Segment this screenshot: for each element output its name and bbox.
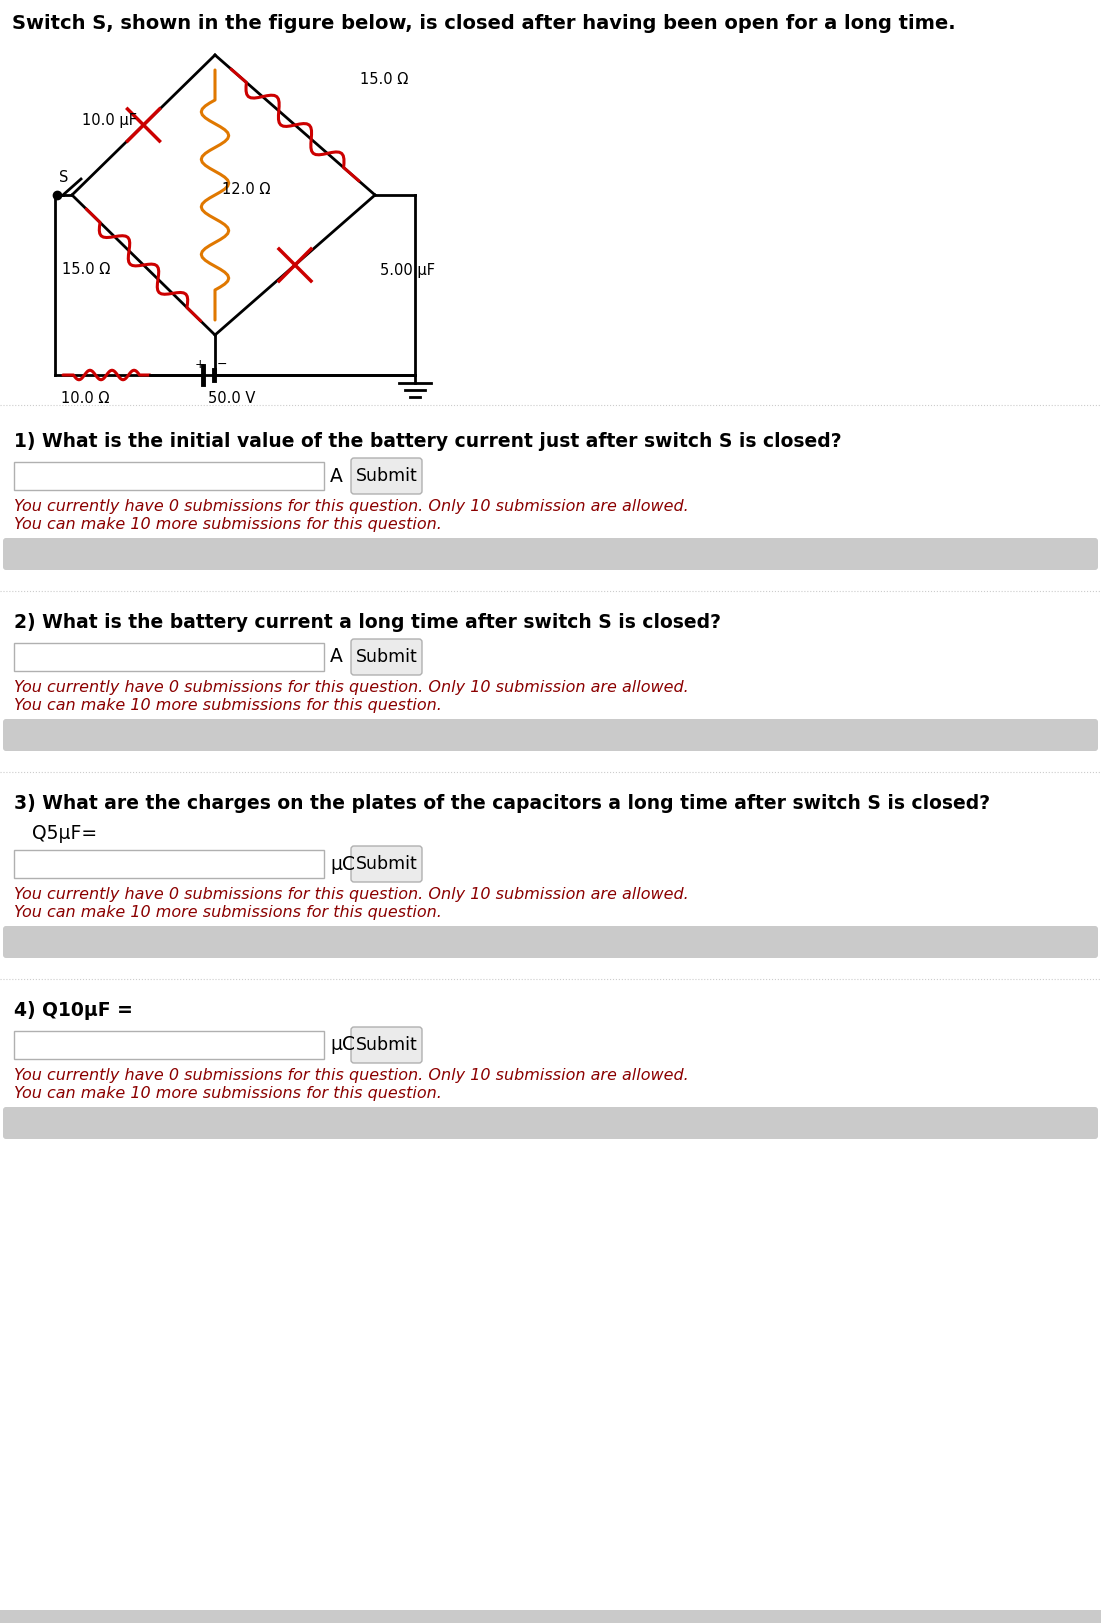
Text: 2) What is the battery current a long time after switch S is closed?: 2) What is the battery current a long ti… bbox=[14, 613, 721, 631]
Text: 3) What are the charges on the plates of the capacitors a long time after switch: 3) What are the charges on the plates of… bbox=[14, 794, 990, 813]
FancyBboxPatch shape bbox=[14, 850, 324, 878]
Text: 15.0 Ω: 15.0 Ω bbox=[360, 73, 408, 88]
FancyBboxPatch shape bbox=[14, 1031, 324, 1058]
Text: You can make 10 more submissions for this question.: You can make 10 more submissions for thi… bbox=[14, 1086, 442, 1100]
FancyBboxPatch shape bbox=[351, 639, 422, 675]
Text: 12.0 Ω: 12.0 Ω bbox=[222, 182, 271, 198]
Text: 4) Q10μF =: 4) Q10μF = bbox=[14, 1001, 133, 1019]
Text: You can make 10 more submissions for this question.: You can make 10 more submissions for thi… bbox=[14, 518, 442, 532]
Text: 50.0 V: 50.0 V bbox=[208, 391, 255, 406]
Text: You currently have 0 submissions for this question. Only 10 submission are allow: You currently have 0 submissions for thi… bbox=[14, 498, 689, 514]
Text: 10.0 Ω: 10.0 Ω bbox=[61, 391, 109, 406]
Text: You currently have 0 submissions for this question. Only 10 submission are allow: You currently have 0 submissions for thi… bbox=[14, 680, 689, 695]
Text: Q5μF=: Q5μF= bbox=[32, 824, 97, 842]
Text: −: − bbox=[217, 357, 227, 370]
Text: Submit: Submit bbox=[356, 467, 417, 485]
Text: Switch S, shown in the figure below, is closed after having been open for a long: Switch S, shown in the figure below, is … bbox=[12, 15, 956, 32]
Text: μC: μC bbox=[330, 1035, 355, 1055]
Text: A: A bbox=[330, 648, 342, 667]
Text: S: S bbox=[59, 170, 68, 185]
Text: μC: μC bbox=[330, 854, 355, 873]
Text: +: + bbox=[195, 357, 205, 370]
FancyBboxPatch shape bbox=[0, 1610, 1101, 1623]
Text: Submit: Submit bbox=[356, 648, 417, 665]
FancyBboxPatch shape bbox=[14, 463, 324, 490]
FancyBboxPatch shape bbox=[14, 643, 324, 670]
Text: A: A bbox=[330, 466, 342, 485]
Text: You currently have 0 submissions for this question. Only 10 submission are allow: You currently have 0 submissions for thi… bbox=[14, 1068, 689, 1083]
Text: Submit: Submit bbox=[356, 1035, 417, 1053]
FancyBboxPatch shape bbox=[3, 927, 1098, 958]
Text: 1) What is the initial value of the battery current just after switch S is close: 1) What is the initial value of the batt… bbox=[14, 432, 841, 451]
Text: 10.0 μF: 10.0 μF bbox=[81, 112, 137, 128]
Text: Submit: Submit bbox=[356, 855, 417, 873]
FancyBboxPatch shape bbox=[351, 458, 422, 493]
Text: 5.00 μF: 5.00 μF bbox=[380, 263, 435, 278]
Text: You can make 10 more submissions for this question.: You can make 10 more submissions for thi… bbox=[14, 906, 442, 920]
Text: You currently have 0 submissions for this question. Only 10 submission are allow: You currently have 0 submissions for thi… bbox=[14, 888, 689, 902]
FancyBboxPatch shape bbox=[3, 537, 1098, 570]
Text: 15.0 Ω: 15.0 Ω bbox=[62, 263, 110, 278]
FancyBboxPatch shape bbox=[3, 719, 1098, 751]
FancyBboxPatch shape bbox=[351, 846, 422, 881]
Text: You can make 10 more submissions for this question.: You can make 10 more submissions for thi… bbox=[14, 698, 442, 712]
FancyBboxPatch shape bbox=[351, 1027, 422, 1063]
FancyBboxPatch shape bbox=[3, 1107, 1098, 1139]
